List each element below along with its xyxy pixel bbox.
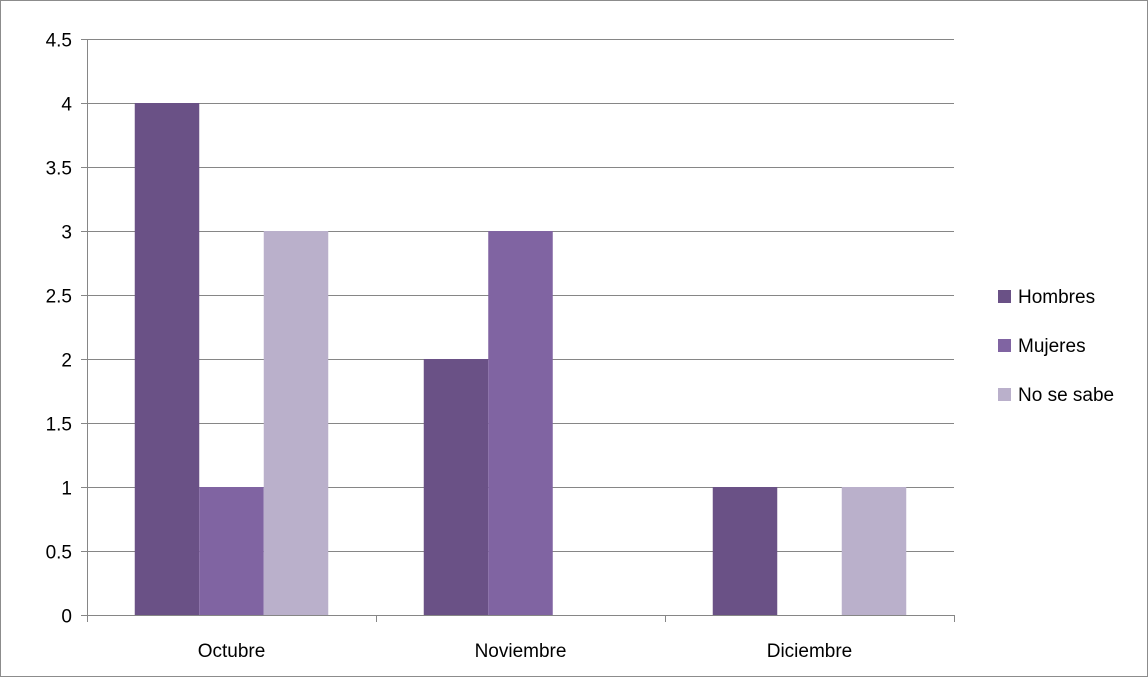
y-tick-label: 1 (61, 479, 72, 500)
y-tick-label: 3 (61, 223, 72, 244)
y-tick-label: 4.5 (46, 31, 72, 52)
legend-label: No se sabe (1018, 385, 1114, 406)
bar-hombres-diciembre (712, 487, 778, 615)
bars (134, 103, 907, 615)
legend-swatch (998, 388, 1011, 401)
axes (81, 39, 955, 622)
y-tick-label: 2 (61, 351, 72, 372)
legend: Hombres Mujeres No se sabe (998, 287, 1114, 406)
bar-mujeres-noviembre (488, 231, 553, 615)
x-tick-labels: Octubre Noviembre Diciembre (198, 641, 853, 662)
y-tick-label: 0.5 (46, 543, 72, 564)
y-tick-label: 0 (61, 607, 72, 628)
legend-swatch (998, 290, 1011, 303)
legend-label: Hombres (1018, 287, 1095, 308)
y-tick-label: 1.5 (46, 415, 72, 436)
bar-no-se-sabe-octubre (263, 231, 329, 615)
y-tick-label: 3.5 (46, 159, 72, 180)
bar-hombres-noviembre (423, 359, 489, 615)
bar-no-se-sabe-diciembre (841, 487, 907, 615)
y-tick-label: 4 (61, 95, 72, 116)
legend-label: Mujeres (1018, 336, 1086, 357)
y-tick-labels: 0 0.5 1 1.5 2 2.5 3 3.5 4 4.5 (46, 31, 73, 628)
bar-mujeres-octubre (199, 487, 264, 615)
y-tick-label: 2.5 (46, 287, 72, 308)
bar-hombres-octubre (134, 103, 200, 615)
legend-swatch (998, 339, 1011, 352)
x-tick-label: Diciembre (767, 641, 853, 662)
x-tick-label: Octubre (198, 641, 266, 662)
x-tick-label: Noviembre (475, 641, 567, 662)
